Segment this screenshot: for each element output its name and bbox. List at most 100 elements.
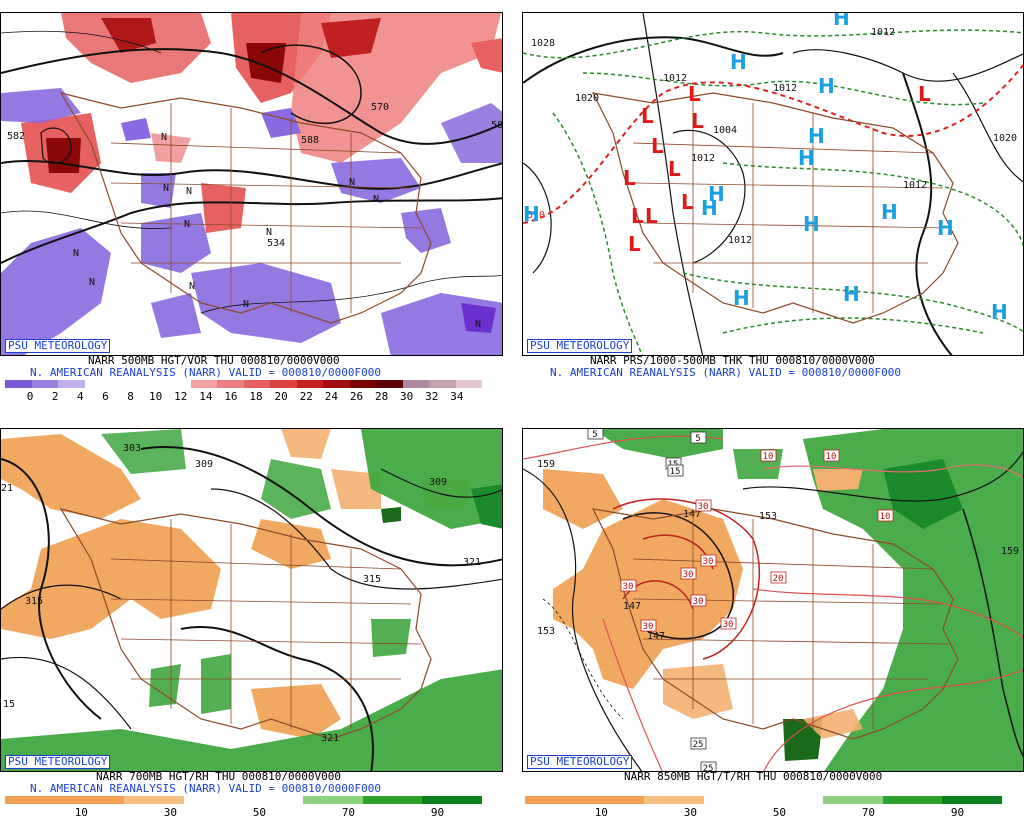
rh700-field: 303 309 309 315 315 321 321 21 15 xyxy=(1,429,502,771)
low-marker: L xyxy=(918,82,931,106)
panel-850mb-t-rh: 159 153 147 147 159 153 147 5 5 15 10 10 10 30… xyxy=(520,418,1024,819)
svg-text:30: 30 xyxy=(693,597,704,607)
high-pressure-markers: H H H H H H H H H H H H H H xyxy=(523,13,1008,324)
svg-text:N: N xyxy=(189,281,195,292)
panel-500mb-vorticity: N N N N N N N N N N N N 582 570 534 58 588 PSU M… xyxy=(0,0,505,405)
svg-text:10: 10 xyxy=(880,512,891,522)
contour-label: 321 xyxy=(321,733,339,744)
rh850-scale-labels: 10 30 50 70 90 xyxy=(525,806,1002,819)
box-label: 25 xyxy=(690,737,707,750)
low-marker: L xyxy=(688,82,701,106)
caption-line-1: NARR 700MB HGT/RH THU 000810/0000V000 xyxy=(96,770,342,783)
scale-label: 6 xyxy=(102,390,109,403)
scale-label: 8 xyxy=(127,390,134,403)
rh700-color-scale xyxy=(5,796,482,804)
scale-swatch xyxy=(349,380,376,388)
svg-text:N: N xyxy=(373,194,379,205)
caption-line-1: NARR 500MB HGT/VOR THU 000810/0000V000 xyxy=(88,354,340,367)
svg-text:30: 30 xyxy=(683,570,694,580)
scale-label: 28 xyxy=(374,390,389,403)
high-marker: H xyxy=(881,200,898,224)
svg-text:N: N xyxy=(349,177,355,188)
vorticity-scale-labels: 0 2 4 6 8 10 12 14 16 18 20 22 24 26 28 30 32 34 xyxy=(5,390,482,403)
contour-label: 309 xyxy=(195,459,213,470)
contour-label: 1004 xyxy=(713,125,737,136)
caption-line-2: N. AMERICAN REANALYSIS (NARR) VALID = 00… xyxy=(550,366,901,379)
scale-label: 0 xyxy=(26,390,34,403)
scale-swatch xyxy=(84,380,111,388)
high-marker: H xyxy=(798,146,815,170)
contour-label: 1012 xyxy=(903,180,927,191)
box-label: 30 xyxy=(680,567,697,580)
high-marker: H xyxy=(708,182,725,206)
box-label: 30 xyxy=(720,617,737,630)
scale-swatch xyxy=(5,796,65,804)
scale-swatch xyxy=(243,796,304,804)
t850-contour-labels: 159 153 147 147 159 153 147 xyxy=(537,459,1019,642)
high-marker: H xyxy=(523,202,540,226)
scale-label: 12 xyxy=(174,390,188,403)
low-marker: L xyxy=(645,204,658,228)
map-thickness: 1028 1020 1012 1012 1004 1012 1012 1020 … xyxy=(522,12,1024,356)
contour-label: 315 xyxy=(25,596,43,607)
contour-label: 534 xyxy=(267,238,285,249)
scale-swatch xyxy=(31,380,58,388)
caption-line-2: N. AMERICAN REANALYSIS (NARR) VALID = 00… xyxy=(30,366,381,379)
svg-text:10: 10 xyxy=(826,452,837,462)
map-500mb-vorticity: N N N N N N N N N N N N 582 570 534 58 588 PSU M… xyxy=(0,12,503,356)
scale-swatch xyxy=(137,380,164,388)
rh700-scale-labels: 10 30 50 70 90 xyxy=(5,806,482,819)
scale-label: 50 xyxy=(772,806,787,819)
scale-label: 90 xyxy=(430,806,445,819)
contour-label: 582 xyxy=(7,131,25,142)
svg-text:N: N xyxy=(266,227,272,238)
svg-text:20: 20 xyxy=(773,574,784,584)
psu-meteorology-tag: PSU METEOROLOGY xyxy=(527,339,633,353)
scale-label: 30 xyxy=(163,806,177,819)
svg-text:30: 30 xyxy=(623,582,634,592)
low-marker: L xyxy=(668,157,681,181)
contour-label: 1028 xyxy=(531,38,555,49)
scale-swatch xyxy=(323,380,350,388)
high-marker: H xyxy=(803,212,820,236)
scale-label: 4 xyxy=(77,390,84,403)
panel-thickness: 1028 1020 1012 1012 1004 1012 1012 1020 … xyxy=(520,0,1024,405)
box-label: 30 xyxy=(700,554,717,567)
contour-label: 315 xyxy=(363,574,381,585)
contour-label: 153 xyxy=(759,511,777,522)
contour-label: 303 xyxy=(123,443,141,454)
scale-label: 20 xyxy=(274,390,288,403)
box-label: 30 xyxy=(620,579,637,592)
box-label: 10 xyxy=(760,449,777,462)
svg-text:N: N xyxy=(186,186,192,197)
scale-swatch xyxy=(455,380,482,388)
scale-label: 10 xyxy=(594,806,608,819)
vorticity-n-markers: N N N N N N N N N N N N xyxy=(73,132,481,330)
contour-label: 588 xyxy=(301,135,319,146)
svg-text:N: N xyxy=(161,132,167,143)
scale-label: 22 xyxy=(299,390,313,403)
svg-text:30: 30 xyxy=(723,620,734,630)
scale-swatch xyxy=(823,796,883,804)
scale-swatch xyxy=(183,796,244,804)
caption-line-2: N. AMERICAN REANALYSIS (NARR) VALID = 00… xyxy=(30,782,381,795)
scale-label: 70 xyxy=(861,806,876,819)
scale-swatch xyxy=(402,380,429,388)
contour-label: 309 xyxy=(429,477,447,488)
high-marker: H xyxy=(937,216,954,240)
contour-label: 159 xyxy=(1001,546,1019,557)
scale-swatch xyxy=(5,380,32,388)
high-marker: H xyxy=(730,50,747,74)
scale-swatch xyxy=(362,796,423,804)
contour-label: 1012 xyxy=(773,83,797,94)
scale-label: 34 xyxy=(450,390,464,403)
box-label: 15 xyxy=(667,464,684,477)
contour-label: 570 xyxy=(527,210,545,221)
svg-text:N: N xyxy=(163,183,169,194)
scale-swatch xyxy=(270,380,297,388)
scale-label: 18 xyxy=(249,390,263,403)
scale-swatch xyxy=(64,796,125,804)
high-marker: H xyxy=(818,74,835,98)
scale-label: 14 xyxy=(199,390,213,403)
box-label: 20 xyxy=(770,571,787,584)
